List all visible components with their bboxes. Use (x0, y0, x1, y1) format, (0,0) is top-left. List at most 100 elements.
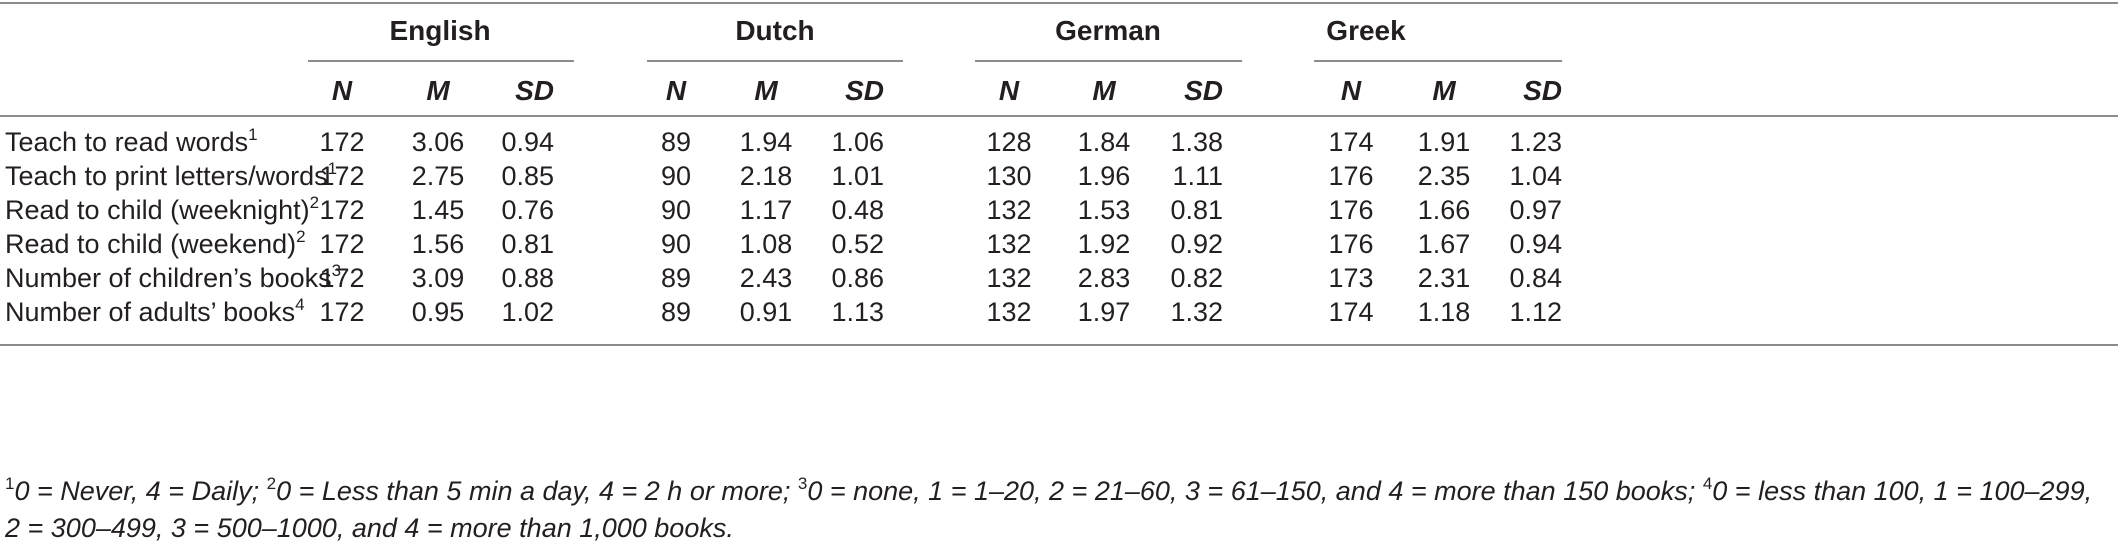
cell-sd: 1.13 (831, 297, 884, 327)
row-label: Number of children’s books3 (5, 262, 341, 294)
column-header-m: M (754, 75, 778, 106)
footnote-text: 0 = less than 100, 1 = 100–299, 2 = 300–… (5, 476, 2093, 543)
cell-m: 1.96 (1077, 161, 1131, 191)
cell-n: 132 (986, 195, 1032, 225)
language-header: English (389, 15, 491, 46)
cell-n: 130 (986, 161, 1032, 191)
language-header: German (1055, 15, 1161, 46)
cell-n: 172 (319, 127, 365, 157)
row-label-text: Number of children’s books (5, 263, 332, 293)
cell-m: 2.43 (739, 263, 793, 293)
cell-sd: 0.86 (831, 263, 884, 293)
column-header-sd: SD (515, 75, 554, 106)
cell-n: 172 (319, 263, 365, 293)
cell-sd: 1.38 (1170, 127, 1223, 157)
column-header-m: M (426, 75, 450, 106)
cell-n: 89 (660, 263, 692, 293)
cell-sd: 1.11 (1172, 161, 1223, 191)
cell-n: 174 (1328, 297, 1374, 327)
cell-n: 89 (660, 127, 692, 157)
cell-n: 90 (660, 195, 692, 225)
cell-m: 1.94 (739, 127, 793, 157)
cell-sd: 0.94 (1509, 229, 1562, 259)
footnote-mark: 1 (5, 474, 15, 493)
cell-sd: 0.48 (831, 195, 884, 225)
cell-m: 0.91 (739, 297, 793, 327)
cell-sd: 1.23 (1509, 127, 1562, 157)
group-rule-1 (647, 60, 903, 62)
cell-n: 176 (1328, 195, 1374, 225)
cell-sd: 0.76 (501, 195, 554, 225)
cell-n: 172 (319, 195, 365, 225)
cell-sd: 0.97 (1509, 195, 1562, 225)
cell-sd: 1.04 (1509, 161, 1562, 191)
row-label-text: Teach to print letters/words (5, 161, 328, 191)
cell-n: 172 (319, 229, 365, 259)
cell-sd: 1.32 (1170, 297, 1223, 327)
cell-m: 3.09 (411, 263, 465, 293)
table-top-rule (0, 2, 2118, 4)
cell-n: 172 (319, 297, 365, 327)
cell-sd: 0.88 (501, 263, 554, 293)
column-header-m: M (1432, 75, 1456, 106)
cell-m: 1.45 (411, 195, 465, 225)
cell-sd: 0.81 (501, 229, 554, 259)
language-header: Dutch (735, 15, 815, 46)
cell-n: 172 (319, 161, 365, 191)
table-footnote: 10 = Never, 4 = Daily; 20 = Less than 5 … (5, 473, 2113, 547)
cell-n: 132 (986, 297, 1032, 327)
row-label-footnote-mark: 4 (295, 295, 305, 314)
cell-n: 89 (660, 297, 692, 327)
column-header-sd: SD (1523, 75, 1562, 106)
group-rule-0 (308, 60, 574, 62)
column-header-m: M (1092, 75, 1116, 106)
row-label-footnote-mark: 1 (248, 125, 258, 144)
cell-m: 1.08 (739, 229, 793, 259)
cell-m: 1.18 (1417, 297, 1471, 327)
cell-m: 1.67 (1417, 229, 1471, 259)
cell-m: 1.84 (1077, 127, 1131, 157)
cell-m: 0.95 (411, 297, 465, 327)
column-header-sd: SD (1184, 75, 1223, 106)
cell-m: 1.91 (1417, 127, 1471, 157)
header-bottom-rule (0, 115, 2118, 117)
cell-m: 2.31 (1417, 263, 1471, 293)
cell-m: 2.18 (739, 161, 793, 191)
cell-n: 176 (1328, 229, 1374, 259)
cell-m: 1.56 (411, 229, 465, 259)
footnote-mark: 2 (266, 474, 277, 493)
cell-n: 173 (1328, 263, 1374, 293)
cell-n: 128 (986, 127, 1032, 157)
row-label: Teach to print letters/words1 (5, 160, 337, 192)
footnote-mark: 4 (1702, 474, 1713, 493)
group-rule-2 (975, 60, 1242, 62)
row-label-footnote-mark: 1 (327, 159, 338, 178)
cell-m: 2.35 (1417, 161, 1471, 191)
table-bottom-rule (0, 344, 2118, 346)
cell-m: 3.06 (411, 127, 465, 157)
cell-sd: 1.02 (501, 297, 554, 327)
footnote-text: 0 = Less than 5 min a day, 4 = 2 h or mo… (276, 476, 798, 506)
language-header: Greek (1326, 15, 1406, 46)
row-label: Read to child (weekend)2 (5, 228, 306, 260)
cell-n: 132 (986, 229, 1032, 259)
row-label: Read to child (weeknight)2 (5, 194, 319, 226)
column-header-n: N (665, 75, 687, 106)
cell-n: 132 (986, 263, 1032, 293)
cell-n: 174 (1328, 127, 1374, 157)
cell-sd: 1.12 (1509, 297, 1562, 327)
cell-sd: 0.84 (1509, 263, 1562, 293)
row-label-text: Teach to read words (5, 127, 249, 157)
group-rule-3 (1314, 60, 1562, 62)
cell-sd: 0.82 (1170, 263, 1223, 293)
row-label: Teach to read words1 (5, 126, 258, 158)
cell-m: 1.66 (1417, 195, 1471, 225)
row-label: Number of adults’ books4 (5, 296, 305, 328)
footnote-text: 0 = Never, 4 = Daily; (14, 476, 267, 506)
cell-sd: 0.94 (501, 127, 554, 157)
cell-sd: 0.92 (1170, 229, 1223, 259)
cell-m: 2.75 (411, 161, 465, 191)
column-header-sd: SD (845, 75, 884, 106)
cell-n: 176 (1328, 161, 1374, 191)
footnote-mark: 3 (797, 474, 808, 493)
